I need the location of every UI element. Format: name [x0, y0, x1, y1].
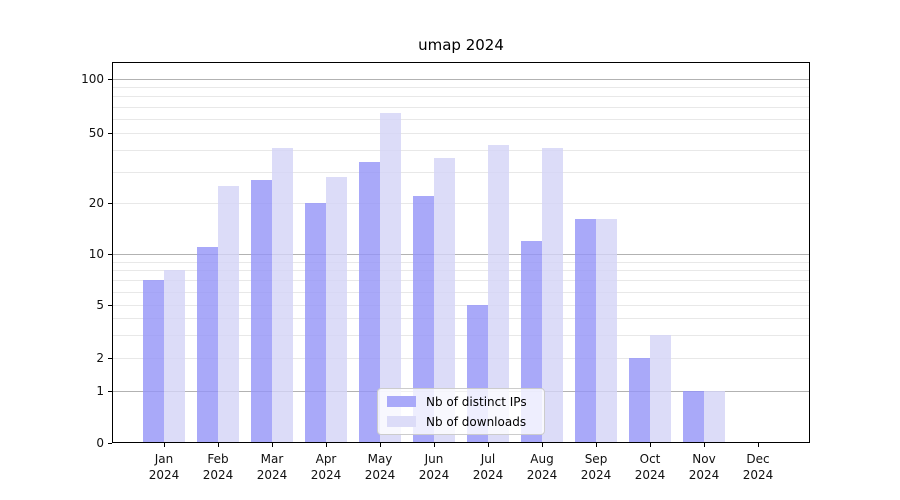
x-tick-label-jun: Jun 2024 — [418, 452, 450, 482]
x-tick — [650, 443, 651, 447]
gridline-major — [113, 79, 809, 80]
x-tick-label-nov: Nov 2024 — [688, 452, 720, 482]
gridline-minor — [113, 150, 809, 151]
bar-downloads-nov — [704, 391, 725, 443]
y-tick-label: 100 — [81, 72, 104, 86]
bar-downloads-jul — [488, 144, 509, 443]
x-tick — [542, 443, 543, 447]
x-tick-label-sep: Sep 2024 — [580, 452, 612, 482]
bar-ips-nov — [683, 391, 704, 443]
x-tick-label-mar: Mar 2024 — [256, 452, 288, 482]
x-tick — [704, 443, 705, 447]
bar-ips-oct — [629, 358, 650, 443]
y-tick — [108, 79, 112, 80]
y-tick — [108, 203, 112, 204]
y-tick-label: 2 — [96, 351, 104, 365]
gridline-minor — [113, 87, 809, 88]
bar-ips-jan — [143, 280, 164, 443]
x-tick — [272, 443, 273, 447]
x-tick-label-oct: Oct 2024 — [634, 452, 666, 482]
bar-downloads-sep — [596, 219, 617, 443]
legend: Nb of distinct IPs Nb of downloads — [377, 388, 545, 435]
bar-downloads-jun — [434, 158, 455, 443]
bar-downloads-mar — [272, 148, 293, 443]
y-tick-label: 0 — [96, 436, 104, 450]
gridline-minor — [113, 305, 809, 306]
gridline-minor — [113, 318, 809, 319]
x-tick — [758, 443, 759, 447]
gridline-minor — [113, 119, 809, 120]
bar-downloads-apr — [326, 177, 347, 443]
y-tick-label: 50 — [88, 126, 104, 140]
gridline-minor — [113, 107, 809, 108]
legend-label-ips: Nb of distinct IPs — [426, 394, 527, 409]
bar-downloads-jan — [164, 270, 185, 443]
y-tick-label: 5 — [96, 298, 104, 312]
y-tick — [108, 254, 112, 255]
y-tick — [108, 133, 112, 134]
y-tick — [108, 443, 112, 444]
x-tick-label-feb: Feb 2024 — [202, 452, 234, 482]
gridline-minor — [113, 292, 809, 293]
y-tick — [108, 358, 112, 359]
gridline-minor — [113, 172, 809, 173]
x-tick — [326, 443, 327, 447]
gridline-minor — [113, 133, 809, 134]
x-tick — [596, 443, 597, 447]
x-tick-label-may: May 2024 — [364, 452, 396, 482]
bar-ips-mar — [251, 180, 272, 443]
bar-ips-may — [359, 162, 380, 443]
x-tick — [434, 443, 435, 447]
x-tick-label-dec: Dec 2024 — [742, 452, 774, 482]
bar-downloads-aug — [542, 148, 563, 443]
x-tick-label-jan: Jan 2024 — [148, 452, 180, 482]
gridline-major — [113, 254, 809, 255]
y-tick — [108, 305, 112, 306]
x-tick-label-apr: Apr 2024 — [310, 452, 342, 482]
gridline-minor — [113, 203, 809, 204]
x-tick-label-aug: Aug 2024 — [526, 452, 558, 482]
x-tick — [488, 443, 489, 447]
legend-item-distinct-ips: Nb of distinct IPs — [387, 393, 535, 410]
legend-swatch-ips — [387, 396, 416, 407]
gridline-minor — [113, 335, 809, 336]
y-tick-label: 20 — [88, 196, 104, 210]
x-tick-label-jul: Jul 2024 — [472, 452, 504, 482]
x-tick — [164, 443, 165, 447]
x-tick — [380, 443, 381, 447]
bar-downloads-may — [380, 112, 401, 443]
y-tick-label: 1 — [96, 384, 104, 398]
gridline-minor — [113, 358, 809, 359]
bar-ips-sep — [575, 219, 596, 443]
gridline-minor — [113, 262, 809, 263]
bar-ips-apr — [305, 203, 326, 443]
legend-item-downloads: Nb of downloads — [387, 413, 535, 430]
bar-ips-jun — [413, 195, 434, 443]
x-tick — [218, 443, 219, 447]
gridline-minor — [113, 270, 809, 271]
y-tick-label: 10 — [88, 247, 104, 261]
legend-label-downloads: Nb of downloads — [426, 414, 527, 429]
bar-downloads-feb — [218, 185, 239, 443]
gridline-minor — [113, 280, 809, 281]
bar-ips-feb — [197, 246, 218, 443]
bar-downloads-oct — [650, 334, 671, 443]
chart-title: umap 2024 — [418, 36, 504, 54]
legend-swatch-downloads — [387, 416, 416, 427]
y-tick — [108, 391, 112, 392]
gridline-minor — [113, 96, 809, 97]
